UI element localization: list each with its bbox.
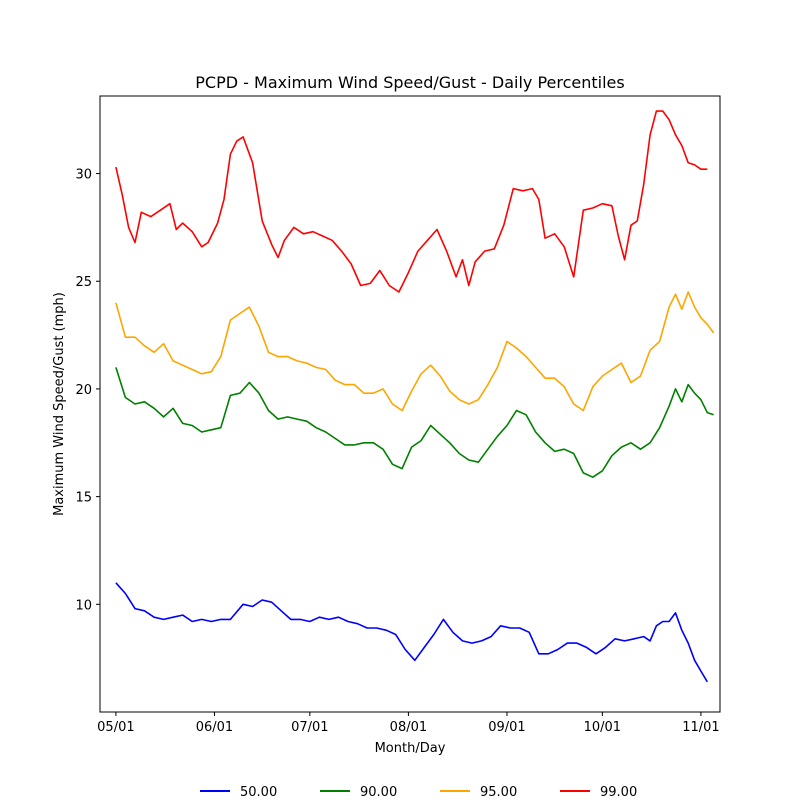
x-tick-label: 05/01 [97,720,134,735]
x-axis: 05/01 06/01 07/01 08/01 09/01 10/01 11/01 [97,712,720,735]
y-tick-label: 20 [75,383,92,398]
legend-label-0: 50.00 [240,785,277,800]
y-tick-label: 10 [75,598,92,613]
x-tick-label: 10/01 [584,720,621,735]
series-line-3 [115,110,708,293]
plot-frame [99,95,721,713]
legend-label-3: 99.00 [600,785,637,800]
y-tick-label: 25 [75,275,92,290]
y-tick-label: 15 [75,491,92,506]
series-line-1 [115,367,714,478]
chart-title: PCPD - Maximum Wind Speed/Gust - Daily P… [195,73,624,92]
series-line-2 [115,291,715,412]
y-axis-label: Maximum Wind Speed/Gust (mph) [52,292,67,516]
x-tick-label: 08/01 [390,720,427,735]
y-tick-label: 30 [75,168,92,183]
legend-label-1: 90.00 [360,785,397,800]
x-tick-label: 11/01 [682,720,719,735]
legend: 50.00 90.00 95.00 99.00 [200,785,637,800]
series-line-0 [115,582,708,683]
x-axis-label: Month/Day [375,741,446,756]
x-tick-label: 09/01 [488,720,525,735]
x-tick-label: 06/01 [196,720,233,735]
x-tick-label: 07/01 [291,720,328,735]
legend-label-2: 95.00 [480,785,517,800]
y-axis: 10 15 20 25 30 [75,168,100,613]
series-layer [115,110,715,683]
